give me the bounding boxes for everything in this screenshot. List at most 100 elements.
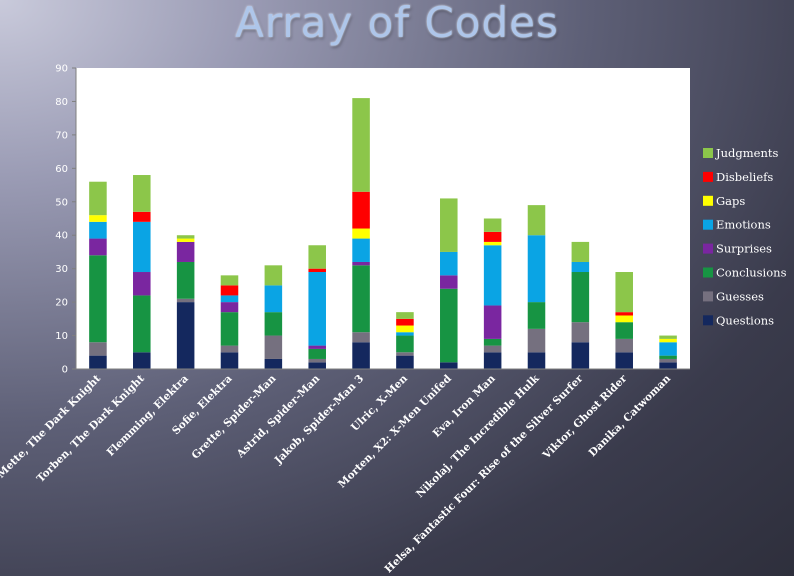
bar-segment-conclusions [396,335,414,353]
bar-segment-guesses [527,328,546,353]
bar-segment-judgments [264,265,283,286]
bar-segment-surprises [352,261,370,266]
bar-segment-guesses [176,298,195,303]
bar-segment-disbeliefs [396,318,414,326]
bar-segment-conclusions [483,338,502,346]
x-category-label: Flemming, Elektra [105,373,191,459]
bar-segment-gaps [396,325,414,333]
bar-segment-judgments [440,198,458,252]
bar-segment-conclusions [133,295,151,353]
bar-segment-conclusions [220,312,239,346]
bar-segment-emotions [220,295,239,303]
bar-segment-disbeliefs [615,312,633,316]
y-tick-label: 10 [55,331,68,342]
bar-segment-conclusions [527,302,546,329]
legend-label-conclusions: Conclusions [716,266,787,280]
bar-segment-judgments [396,312,414,319]
bar-segment-gaps [483,241,502,246]
legend-swatch-gaps [703,195,713,206]
legend-label-disbeliefs: Disbeliefs [716,170,773,184]
bar-segment-disbeliefs [352,191,370,229]
y-tick-label: 20 [55,298,68,309]
bar-segment-emotions [352,238,370,262]
bar-segment-conclusions [352,265,370,333]
bar-segment-guesses [264,335,283,359]
legend-label-surprises: Surprises [716,242,772,256]
bar-segment-guesses [483,345,502,353]
bar-segment-questions [220,352,239,369]
bar-segment-questions [396,355,414,369]
bar-segment-guesses [220,345,239,353]
bar-segment-gaps [615,315,633,323]
bar-segment-judgments [89,181,107,216]
bar-segment-disbeliefs [308,268,326,273]
bars-group [89,98,677,369]
bar-segment-guesses [308,358,326,363]
bar-segment-conclusions [440,288,458,363]
bar-segment-surprises [308,345,326,349]
bar-segment-conclusions [615,322,633,339]
y-tick-label: 0 [62,365,68,376]
bar-segment-judgments [352,98,370,192]
bar-segment-judgments [527,205,546,236]
bar-segment-guesses [89,342,107,356]
bar-segment-guesses [396,352,414,356]
legend-swatch-conclusions [703,267,713,278]
bar-segment-emotions [659,342,677,356]
x-category-label: Astrid, Spider-Man [234,372,323,461]
bar-segment-surprises [133,272,151,296]
bar-segment-judgments [176,235,195,239]
bar-segment-conclusions [571,272,590,323]
bar-segment-disbeliefs [133,211,151,222]
bar-segment-questions [133,352,151,369]
bar-segment-gaps [352,228,370,239]
bar-segment-questions [440,362,458,369]
x-category-label: Danika, Catwoman [587,372,674,459]
bar-segment-questions [308,362,326,369]
bar-segment-surprises [89,238,107,256]
bar-segment-surprises [483,305,502,339]
bar-segment-conclusions [659,355,677,359]
bar-segment-disbeliefs [483,231,502,242]
y-tick-label: 70 [55,130,68,141]
bar-segment-questions [483,352,502,369]
bar-segment-guesses [615,338,633,353]
legend-swatch-questions [703,315,713,326]
bar-segment-judgments [571,241,590,262]
legend-label-questions: Questions [716,313,774,327]
legend-label-guesses: Guesses [716,289,764,303]
bar-segment-questions [659,362,677,369]
y-tick-label: 50 [55,197,68,208]
bar-segment-questions [352,342,370,369]
bar-segment-questions [527,352,546,369]
y-tick-label: 30 [55,264,68,275]
bar-segment-judgments [220,275,239,286]
legend-label-gaps: Gaps [716,194,745,208]
bar-segment-emotions [396,332,414,336]
bar-segment-emotions [483,245,502,306]
bar-segment-questions [176,302,195,369]
x-category-label: Helsa, Fantastic Four: Rise of the Silve… [383,372,586,575]
legend-swatch-guesses [703,291,713,302]
y-tick-label: 90 [55,64,68,75]
bar-segment-disbeliefs [220,285,239,296]
x-category-label: Grette, Spider-Man [190,372,279,461]
bar-segment-judgments [133,175,151,212]
bar-segment-gaps [176,238,195,242]
bar-segment-questions [264,358,283,369]
slide-title: Array of Codes [235,0,559,47]
bar-segment-judgments [483,218,502,232]
bar-segment-gaps [89,215,107,222]
bar-segment-judgments [308,245,326,269]
bar-segment-emotions [571,261,590,273]
x-category-label: Viktor, Ghost Rider [540,372,630,462]
bar-segment-guesses [352,332,370,343]
bar-segment-questions [571,342,590,369]
bar-segment-surprises [176,241,195,262]
bar-segment-conclusions [308,348,326,359]
legend-swatch-emotions [703,219,713,230]
bar-segment-emotions [527,235,546,303]
bar-segment-surprises [220,302,239,313]
